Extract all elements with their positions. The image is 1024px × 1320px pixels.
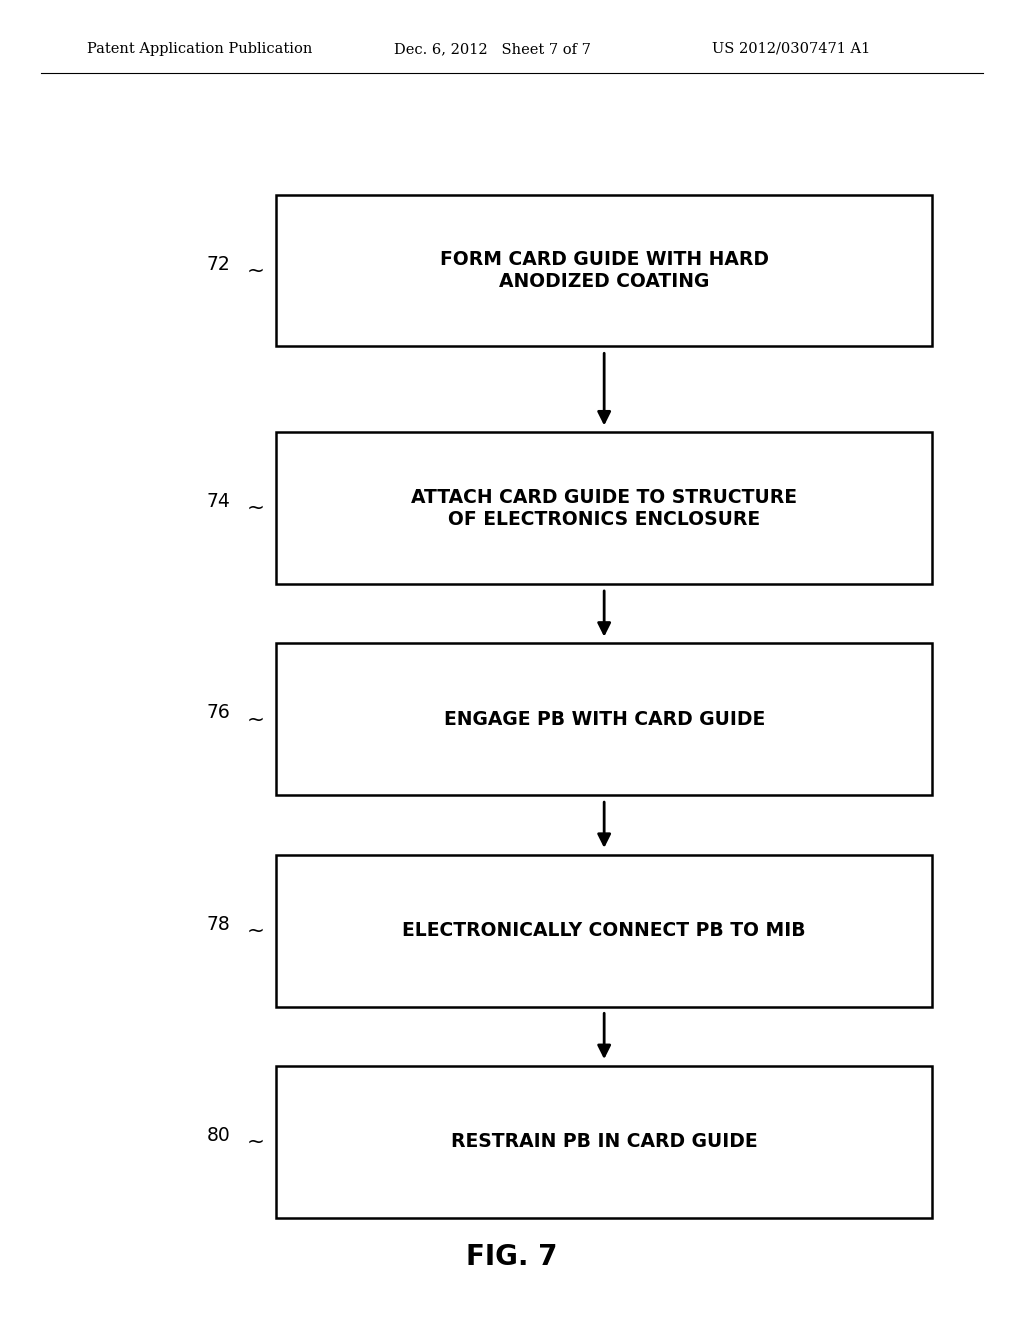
Text: 72: 72: [207, 255, 230, 273]
Bar: [276, 194, 932, 346]
Text: 76: 76: [207, 704, 230, 722]
Text: Patent Application Publication: Patent Application Publication: [87, 42, 312, 55]
Text: ATTACH CARD GUIDE TO STRUCTURE
OF ELECTRONICS ENCLOSURE: ATTACH CARD GUIDE TO STRUCTURE OF ELECTR…: [412, 487, 797, 529]
Text: ~: ~: [247, 260, 265, 281]
Text: ~: ~: [247, 498, 265, 519]
Text: 74: 74: [207, 492, 230, 511]
Text: Dec. 6, 2012   Sheet 7 of 7: Dec. 6, 2012 Sheet 7 of 7: [394, 42, 591, 55]
Text: ELECTRONICALLY CONNECT PB TO MIB: ELECTRONICALLY CONNECT PB TO MIB: [402, 921, 806, 940]
Text: FORM CARD GUIDE WITH HARD
ANODIZED COATING: FORM CARD GUIDE WITH HARD ANODIZED COATI…: [439, 249, 769, 292]
Bar: [276, 643, 932, 795]
Text: RESTRAIN PB IN CARD GUIDE: RESTRAIN PB IN CARD GUIDE: [451, 1133, 758, 1151]
Bar: [276, 433, 932, 583]
Text: FIG. 7: FIG. 7: [466, 1242, 558, 1271]
Text: ~: ~: [247, 709, 265, 730]
Text: US 2012/0307471 A1: US 2012/0307471 A1: [712, 42, 870, 55]
Text: ENGAGE PB WITH CARD GUIDE: ENGAGE PB WITH CARD GUIDE: [443, 710, 765, 729]
Text: ~: ~: [247, 1131, 265, 1152]
Text: ~: ~: [247, 920, 265, 941]
Bar: [276, 1067, 932, 1217]
Bar: [276, 855, 932, 1006]
Text: 80: 80: [207, 1126, 230, 1144]
Text: 78: 78: [207, 915, 230, 933]
